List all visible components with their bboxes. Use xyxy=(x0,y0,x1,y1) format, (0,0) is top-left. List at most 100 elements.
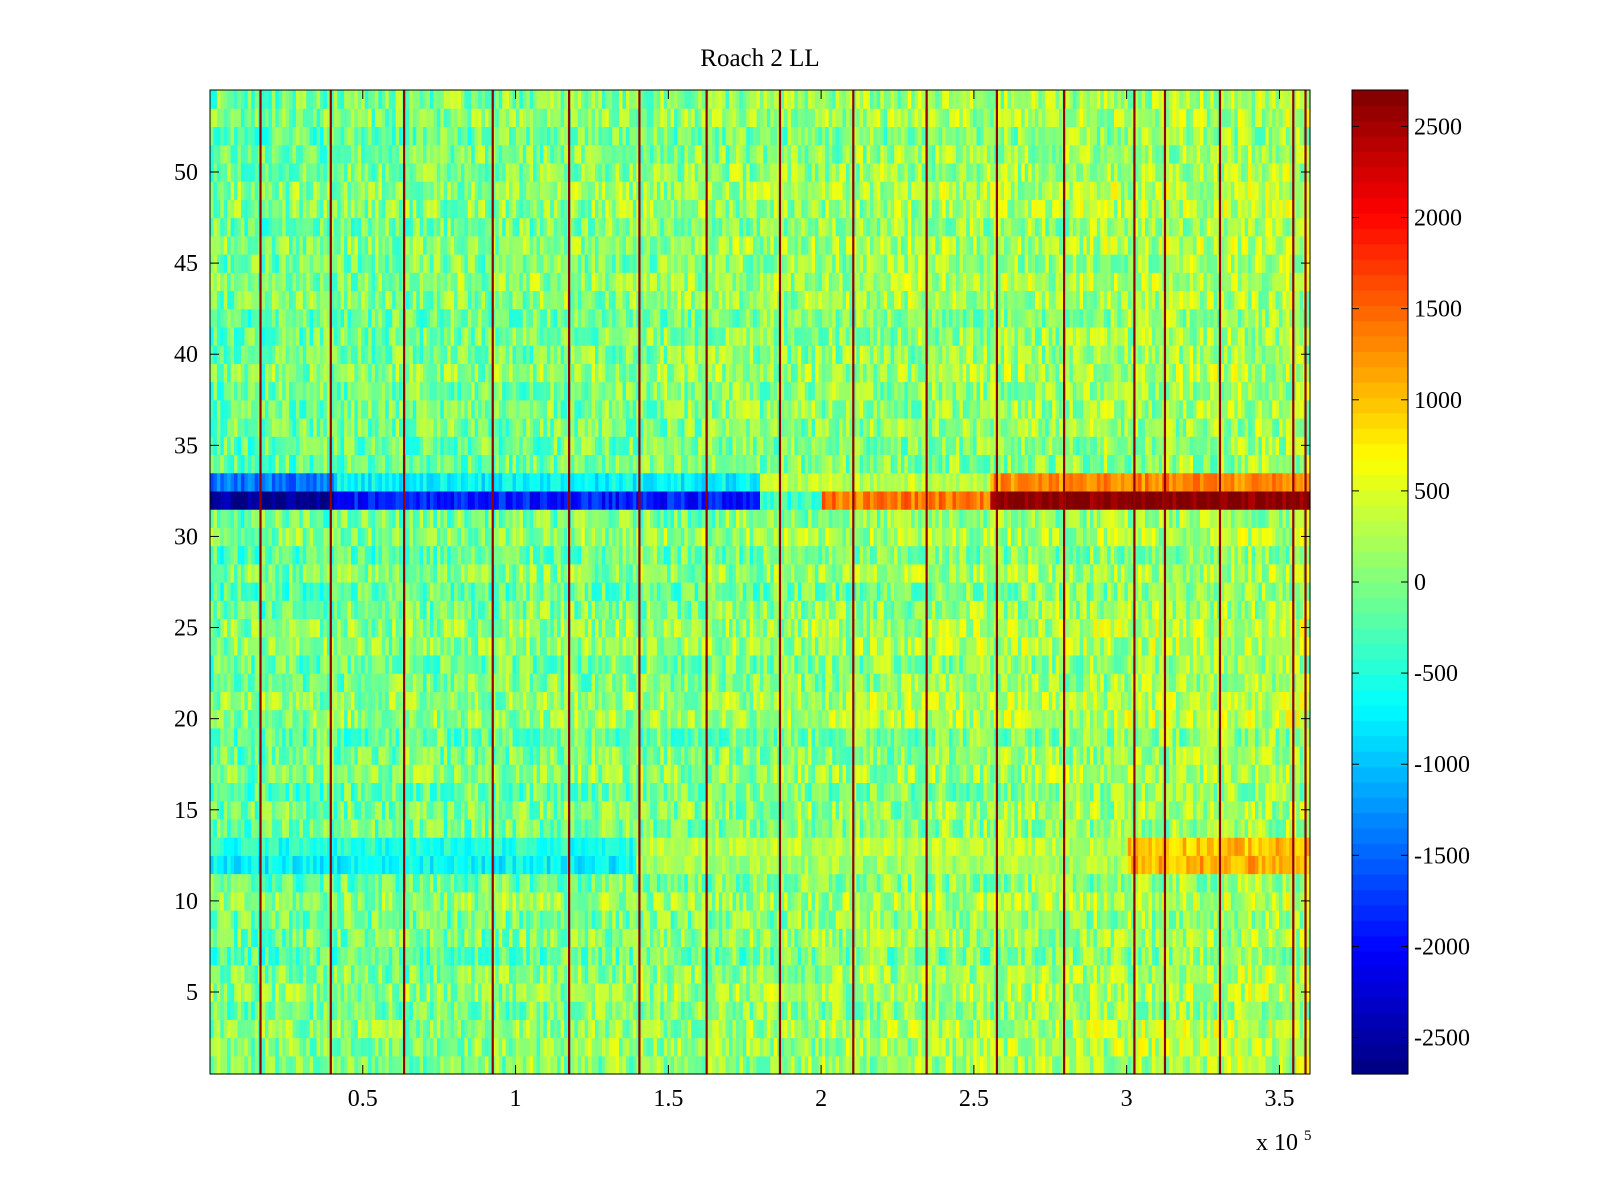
heatmap-cell xyxy=(739,873,744,893)
heatmap-cell xyxy=(1213,891,1218,911)
heatmap-cell xyxy=(938,928,943,948)
heatmap-cell xyxy=(1035,800,1040,820)
heatmap-cell xyxy=(381,855,386,875)
heatmap-cell xyxy=(928,837,933,856)
heatmap-cell xyxy=(1052,1037,1057,1057)
heatmap-cell xyxy=(897,855,902,875)
heatmap-cell xyxy=(718,1019,723,1039)
heatmap-cell xyxy=(340,1001,345,1020)
heatmap-cell xyxy=(309,1019,314,1039)
heatmap-cell xyxy=(464,837,469,856)
heatmap-cell xyxy=(866,1037,871,1057)
heatmap-cell xyxy=(928,946,933,966)
heatmap-cell xyxy=(1024,946,1029,966)
heatmap-cell xyxy=(815,1037,820,1057)
heatmap-cell xyxy=(1179,818,1184,838)
heatmap-cell xyxy=(282,1001,287,1020)
heatmap-cell xyxy=(416,782,421,802)
heatmap-cell xyxy=(553,891,558,911)
heatmap-cell xyxy=(1172,1019,1177,1039)
heatmap-cell xyxy=(313,982,318,1002)
heatmap-cell xyxy=(1096,1001,1101,1020)
heatmap-cell xyxy=(399,873,404,893)
heatmap-cell xyxy=(1193,928,1198,948)
heatmap-cell xyxy=(347,818,352,838)
heatmap-cell xyxy=(278,891,283,911)
heatmap-cell xyxy=(780,928,785,948)
heatmap-cell xyxy=(677,1055,682,1075)
heatmap-cell xyxy=(1086,855,1091,875)
heatmap-cell xyxy=(742,928,747,948)
heatmap-cell xyxy=(1141,873,1146,893)
heatmap-cell xyxy=(1114,982,1119,1002)
heatmap-cell xyxy=(522,1001,527,1020)
heatmap-cell xyxy=(1028,1001,1033,1020)
heatmap-cell xyxy=(1289,1055,1294,1075)
heatmap-cell xyxy=(1193,982,1198,1002)
heatmap-cell xyxy=(883,982,888,1002)
heatmap-cell xyxy=(773,910,778,929)
heatmap-cell xyxy=(976,855,981,875)
heatmap-cell xyxy=(691,982,696,1002)
heatmap-cell xyxy=(1000,800,1005,820)
heatmap-cell xyxy=(735,891,740,911)
heatmap-cell xyxy=(674,1019,679,1039)
heatmap-cell xyxy=(794,982,799,1002)
heatmap-cell xyxy=(519,1001,524,1020)
heatmap-cell xyxy=(1065,818,1070,838)
heatmap-cell xyxy=(615,782,620,802)
heatmap-cell xyxy=(966,818,971,838)
heatmap-cell xyxy=(749,837,754,856)
heatmap-cell xyxy=(639,928,644,948)
heatmap-cell xyxy=(540,782,545,802)
heatmap-cell xyxy=(447,855,452,875)
heatmap-cell xyxy=(694,818,699,838)
heatmap-cell xyxy=(1010,964,1015,984)
heatmap-cell xyxy=(1268,873,1273,893)
heatmap-cell xyxy=(1076,982,1081,1002)
heatmap-cell xyxy=(244,1055,249,1075)
heatmap-cell xyxy=(849,1001,854,1020)
heatmap-cell xyxy=(973,946,978,966)
heatmap-cell xyxy=(904,800,909,820)
heatmap-cell xyxy=(546,928,551,948)
heatmap-cell xyxy=(1065,982,1070,1002)
heatmap-cell xyxy=(1004,1055,1009,1075)
heatmap-cell xyxy=(650,782,655,802)
heatmap-cell xyxy=(271,818,276,838)
heatmap-cell xyxy=(220,964,225,984)
heatmap-cell xyxy=(787,782,792,802)
heatmap-cell xyxy=(1169,800,1174,820)
heatmap-cell xyxy=(519,928,524,948)
heatmap-cell xyxy=(735,910,740,929)
heatmap-cell xyxy=(498,946,503,966)
heatmap-cell xyxy=(866,964,871,984)
heatmap-cell xyxy=(701,855,706,875)
heatmap-cell xyxy=(344,910,349,929)
heatmap-cell xyxy=(460,964,465,984)
heatmap-cell xyxy=(949,964,954,984)
heatmap-cell xyxy=(268,964,273,984)
heatmap-cell xyxy=(1169,855,1174,875)
heatmap-cell xyxy=(302,910,307,929)
heatmap-cell xyxy=(350,946,355,966)
heatmap-cell xyxy=(715,928,720,948)
heatmap-cell xyxy=(1024,873,1029,893)
heatmap-cell xyxy=(285,946,290,966)
heatmap-cell xyxy=(1041,964,1046,984)
heatmap-cell xyxy=(1261,855,1266,875)
heatmap-cell xyxy=(361,782,366,802)
heatmap-cell xyxy=(828,928,833,948)
heatmap-cell xyxy=(729,891,734,911)
heatmap-cell xyxy=(584,982,589,1002)
heatmap-cell xyxy=(756,1055,761,1075)
heatmap-cell xyxy=(364,1001,369,1020)
heatmap-cell xyxy=(1272,1037,1277,1057)
heatmap-cell xyxy=(746,837,751,856)
heatmap-cell xyxy=(990,891,995,911)
heatmap-cell xyxy=(464,910,469,929)
heatmap-cell xyxy=(371,800,376,820)
heatmap-cell xyxy=(240,818,245,838)
heatmap-cell xyxy=(302,964,307,984)
heatmap-cell xyxy=(612,1055,617,1075)
